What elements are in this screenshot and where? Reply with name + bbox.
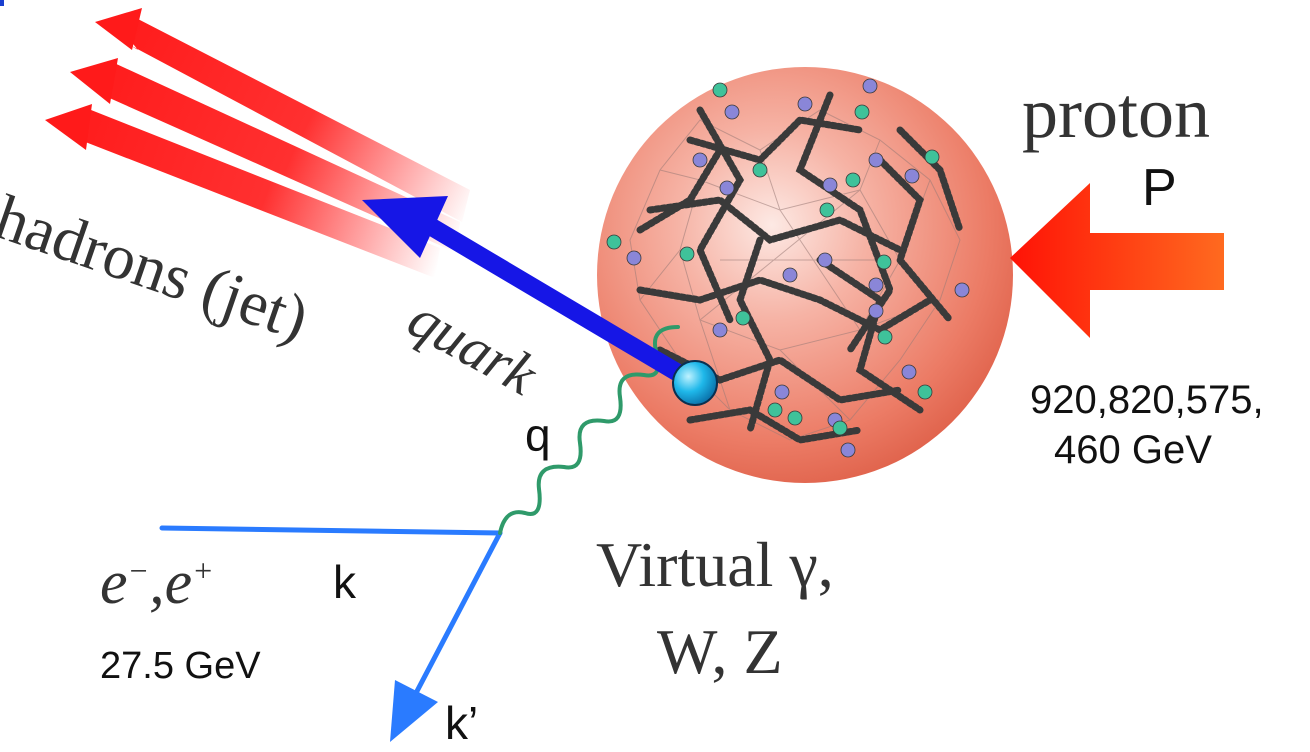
lepton-comma: , — [149, 549, 165, 617]
lepton-symbol: e−,e+ — [100, 548, 214, 619]
incoming-lepton-line — [159, 525, 503, 536]
proton-arrow — [1010, 183, 1224, 338]
proton-energy-line2: 460 GeV — [1054, 428, 1212, 472]
lepton-e-plus: e — [164, 549, 193, 617]
lepton-lines — [159, 525, 503, 698]
scattered-lepton-arrowhead — [390, 680, 438, 742]
proton-sphere — [597, 67, 1013, 483]
lepton-minus-sign: − — [127, 552, 150, 589]
lepton-energy-label: 27.5 GeV — [100, 645, 261, 687]
lepton-e-minus: e — [100, 549, 128, 617]
scattered-lepton-line — [412, 530, 503, 698]
interaction-vertex — [672, 360, 718, 406]
exchange-label-line2: W, Z — [657, 616, 783, 687]
lepton-out-momentum-label: k’ — [445, 697, 479, 749]
lepton-in-momentum-label: k — [333, 556, 356, 608]
photon-momentum-label: q — [525, 409, 551, 461]
proton-symbol: P — [1142, 159, 1177, 217]
exchange-label-line1: Virtual γ, — [596, 529, 834, 600]
corner-mark — [0, 0, 4, 6]
jet-arrow-3 — [45, 104, 440, 278]
lepton-plus-sign: + — [192, 552, 214, 589]
struck-quark-arrow — [362, 196, 700, 391]
proton-label: proton — [1022, 73, 1210, 153]
proton-energy-line1: 920,820,575, — [1030, 378, 1264, 422]
virtual-boson-wave — [498, 325, 680, 535]
jet-arrow-1 — [95, 8, 470, 222]
